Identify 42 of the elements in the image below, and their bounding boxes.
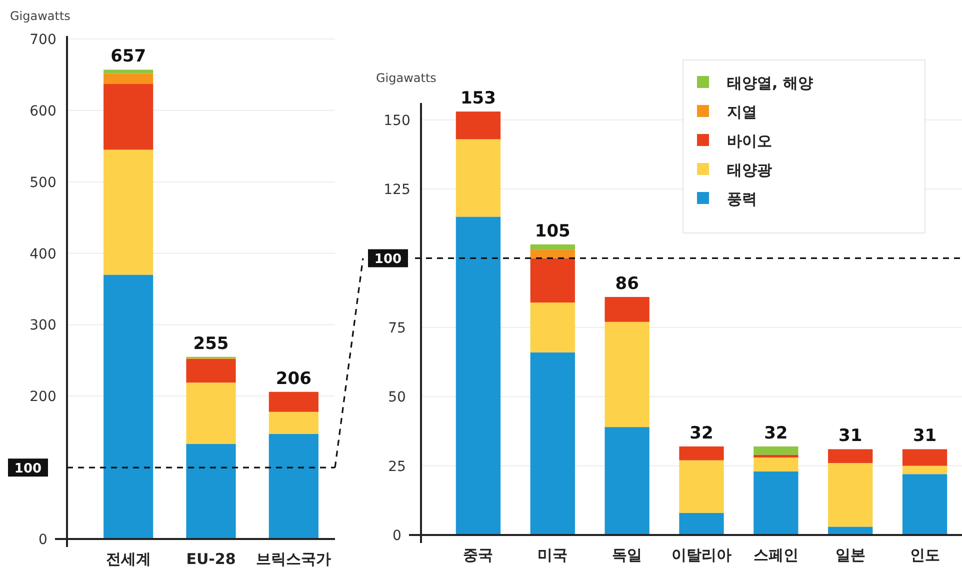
x-tick-label: 이탈리아 [672,546,732,564]
x-tick-label: 인도 [910,546,940,564]
total-label: 31 [912,426,937,446]
y-tick-label: 200 [30,389,56,406]
y-tick-label: 600 [30,103,56,120]
y-tick-label: 75 [388,320,406,336]
legend-label: 풍력 [727,190,757,208]
x-tick-label: 일본 [835,546,866,564]
y-tick-label: 400 [30,246,56,262]
y-tick-label: 25 [388,458,406,475]
x-tick-label: EU-28 [186,550,236,568]
y-tick-label: 300 [30,318,56,334]
y-tick-label: 150 [384,112,410,129]
y-tick-label: 700 [30,32,56,48]
y-tick-label: 125 [384,182,410,198]
total-label: 657 [110,46,146,67]
total-label: 86 [615,274,639,294]
x-tick-label: 독일 [612,546,642,564]
total-label: 105 [534,221,570,242]
total-label: 255 [193,334,229,354]
x-tick-label: 미국 [538,546,568,564]
total-label: 153 [460,88,496,109]
x-tick-label: 브릭스국가 [256,550,332,568]
ref-line-label: 100 [14,462,42,477]
total-label: 206 [276,368,312,389]
x-tick-label: 중국 [463,546,494,564]
y-tick-label: 50 [388,390,406,406]
legend-label: 바이오 [727,132,772,150]
total-label: 32 [690,423,714,444]
ref-line-label: 100 [374,252,402,268]
y-tick-label: 0 [38,532,48,548]
y-tick-label: 0 [392,528,402,544]
legend-label: 태양광 [727,161,772,179]
y-axis-title: Gigawatts [10,9,70,23]
y-tick-label: 500 [30,174,56,191]
total-label: 31 [838,426,862,446]
legend-label: 지열 [727,103,757,121]
total-label: 32 [764,423,788,444]
y-axis-title: Gigawatts [376,71,436,85]
legend-label: 태양열, 해양 [727,74,813,92]
x-tick-label: 스페인 [753,546,798,564]
x-tick-label: 전세계 [106,550,151,568]
